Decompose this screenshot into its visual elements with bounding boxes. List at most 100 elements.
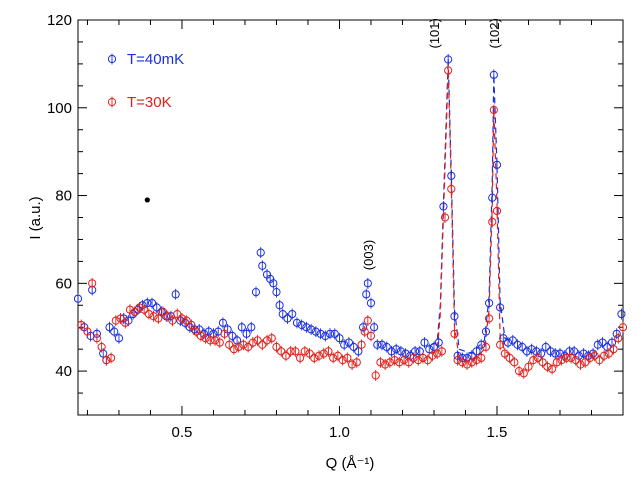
data-point xyxy=(149,310,158,322)
data-point xyxy=(247,321,256,333)
data-point xyxy=(450,310,459,322)
point-marker xyxy=(281,351,291,360)
data-point xyxy=(295,352,305,364)
point-marker xyxy=(297,320,306,330)
y-tick-label: 120 xyxy=(47,12,72,29)
legend-marker xyxy=(107,54,117,64)
point-marker xyxy=(450,329,459,338)
data-point xyxy=(576,359,585,371)
data-point xyxy=(302,321,311,333)
data-point xyxy=(248,337,257,349)
data-point xyxy=(154,312,163,324)
point-marker xyxy=(201,334,210,343)
data-point xyxy=(585,352,595,364)
data-point xyxy=(593,339,602,351)
point-marker xyxy=(335,334,344,343)
data-point xyxy=(333,350,342,362)
data-point xyxy=(462,359,472,371)
point-marker xyxy=(522,347,532,356)
point-marker xyxy=(366,331,376,341)
point-marker xyxy=(527,345,536,354)
point-marker xyxy=(581,358,590,367)
data-point xyxy=(283,312,292,324)
point-marker xyxy=(609,345,618,354)
point-marker xyxy=(352,358,361,367)
point-marker xyxy=(262,336,272,345)
point-marker xyxy=(176,316,185,325)
point-marker xyxy=(173,309,182,319)
legend: T=40mK T=30K xyxy=(107,51,184,111)
data-point xyxy=(288,308,297,320)
point-marker xyxy=(158,307,168,316)
point-marker xyxy=(477,340,486,349)
point-marker xyxy=(481,327,491,336)
point-marker xyxy=(472,356,481,365)
point-marker xyxy=(499,334,508,343)
point-marker xyxy=(429,342,439,352)
peak-annotations: (003) (101) (102) xyxy=(144,18,502,270)
point-marker xyxy=(182,316,191,325)
point-marker xyxy=(111,316,120,325)
data-point xyxy=(114,332,124,344)
point-marker xyxy=(256,248,265,257)
data-point xyxy=(399,354,409,366)
point-marker xyxy=(300,347,309,356)
point-marker xyxy=(579,349,588,358)
point-marker xyxy=(147,298,157,308)
data-point xyxy=(330,328,339,340)
data-point xyxy=(286,345,295,357)
point-marker xyxy=(543,362,552,371)
data-point xyxy=(272,286,281,298)
data-point xyxy=(609,343,618,355)
data-point xyxy=(97,341,106,353)
point-marker xyxy=(135,303,144,312)
point-marker xyxy=(215,338,224,347)
data-point xyxy=(335,332,344,344)
point-marker xyxy=(140,305,149,314)
data-point xyxy=(357,339,366,351)
data-point xyxy=(319,348,328,360)
point-marker xyxy=(485,298,494,308)
data-point xyxy=(533,352,543,364)
point-marker xyxy=(105,323,114,332)
x-tick-label: 1.5 xyxy=(487,424,508,441)
data-point xyxy=(499,332,508,344)
point-marker xyxy=(399,356,409,365)
point-marker xyxy=(458,358,467,367)
data-point xyxy=(570,345,579,357)
point-marker xyxy=(177,314,187,323)
point-marker xyxy=(519,369,528,378)
data-point xyxy=(338,354,347,366)
data-point xyxy=(376,356,385,368)
data-point xyxy=(433,348,442,360)
point-marker xyxy=(381,360,390,369)
data-point xyxy=(347,359,357,371)
data-point xyxy=(229,343,239,355)
point-marker xyxy=(447,184,456,194)
data-point xyxy=(291,345,300,357)
point-marker xyxy=(363,279,372,288)
point-marker xyxy=(439,202,448,211)
point-marker xyxy=(349,342,358,352)
data-point xyxy=(440,212,450,223)
point-marker xyxy=(514,367,524,376)
data-point xyxy=(612,328,621,340)
data-point xyxy=(140,304,149,316)
point-marker xyxy=(538,358,547,367)
point-marker xyxy=(286,347,295,356)
point-marker xyxy=(444,55,453,64)
point-marker xyxy=(229,345,239,354)
point-marker xyxy=(277,347,286,356)
data-point xyxy=(404,356,413,368)
point-marker xyxy=(513,340,522,349)
data-point xyxy=(510,356,519,368)
data-point xyxy=(210,334,220,346)
data-point xyxy=(110,326,119,338)
point-marker xyxy=(168,316,177,325)
data-point xyxy=(360,326,369,338)
point-marker xyxy=(220,329,229,338)
point-marker xyxy=(192,327,201,336)
data-point xyxy=(340,339,349,351)
data-point xyxy=(314,350,324,362)
